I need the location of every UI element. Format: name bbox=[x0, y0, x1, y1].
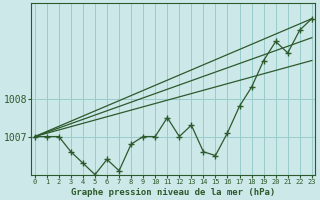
X-axis label: Graphe pression niveau de la mer (hPa): Graphe pression niveau de la mer (hPa) bbox=[71, 188, 276, 197]
